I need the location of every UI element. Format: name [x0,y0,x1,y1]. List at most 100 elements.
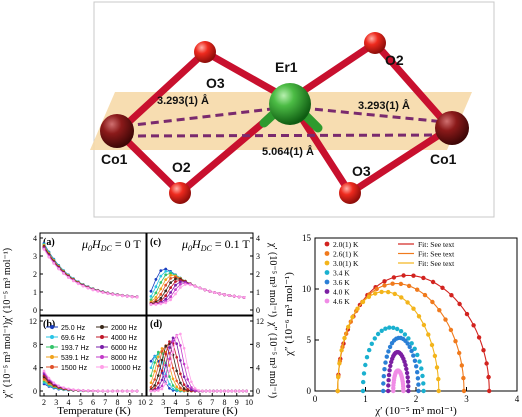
data-point [363,362,368,368]
data-point [381,388,386,394]
oxygen-atom-o2-top [364,32,386,54]
legend-label: 25.0 Hz [61,325,86,332]
x-tick-label: 5 [79,398,83,407]
data-point [361,379,366,385]
fit-curve [337,291,440,392]
x-tick-label: 9 [235,398,239,407]
legend-marker [324,289,330,294]
data-point [386,372,392,378]
legend-marker [50,355,54,359]
x-tick-label: 4 [515,394,520,404]
chi2-curve-d [150,353,247,392]
data-point [387,368,392,373]
data-point [415,376,421,381]
panel-label-a: (a) [43,237,55,248]
data-point [412,358,418,363]
data-point [383,360,388,365]
data-point [384,354,389,359]
temperature-curves [42,242,248,393]
data-point [379,328,384,333]
x-tick-label: 8 [116,398,120,407]
data-point [391,325,396,330]
data-point [420,373,425,379]
legend-marker [100,355,104,359]
legend-fit-label: Fit: See text [418,250,455,259]
data-point [412,346,417,351]
o3-right-label: O3 [352,163,371,179]
chi2-curve-b [43,370,138,392]
x-tick-label: 9 [128,398,132,407]
legend-label: 4000 Hz [111,335,138,342]
co-right-label: Co1 [430,151,457,167]
co-left-label: Co1 [101,151,128,167]
data-point [381,374,386,379]
data-point [421,388,426,394]
legend-marker [100,325,104,329]
legend-label: 3.4 K [333,269,350,278]
data-point [421,381,426,386]
oxygen-atom-o3-left [194,41,216,63]
cole-cole-panel: 0 1 2 3 4 0 5 10 15 2.0(1) K2.6(1) K3.0(1) K3.4 … [283,233,520,417]
x-tick-label: 7 [210,398,214,407]
chi1-curve-a [43,246,138,298]
legend-marker [324,251,330,256]
data-point [409,348,414,354]
y-tick-label: 1 [256,288,260,297]
y-tick-label: 8 [33,340,37,349]
y-tick-label: 2 [256,270,260,279]
legend-label: 6000 Hz [111,345,138,352]
fit-curve [337,274,490,392]
data-point [375,331,381,337]
data-point [403,362,408,368]
data-point [405,379,411,384]
x-tick-label: 0 [313,394,318,404]
x-tick-label: 1 [363,394,368,404]
chi1-curve-a [43,247,138,298]
chi1-curve-a [43,249,138,298]
y-tick-label: 4 [256,364,260,373]
data-point [404,370,410,376]
y-tick-label: 1 [33,288,37,297]
x-tick-label: 2 [414,394,419,404]
data-point [416,388,421,394]
temperature-panels: (a) (b) (c) (d) μ0HDC = 0 T μ0HDC = 0.1 … [2,232,278,417]
y-tick-label: 0 [33,306,37,315]
chi2-curve-d [150,333,247,392]
legend-fit-label: Fit: See text [418,240,455,249]
field-label-a: μ0HDC = 0 T [81,237,141,253]
ylabel-chi1-right: χ′ (10⁻⁵ m³ mol⁻¹) [267,242,278,317]
legend-label: 69.6 Hz [61,335,86,342]
y-tick-label: 12 [256,317,264,326]
legend-label: 4.0 K [333,288,350,297]
o2-bottom-label: O2 [172,159,191,175]
data-point [414,364,419,369]
er-label: Er1 [275,59,298,75]
data-point [405,375,410,380]
data-point [406,336,411,341]
field-label-c: μ0HDC = 0.1 T [181,237,250,253]
y-tick-label: 2 [33,270,37,279]
data-point [387,344,393,350]
chi1-curve-a [43,247,138,298]
panel-label-b: (b) [43,319,55,330]
legend-marker [50,365,54,369]
x-tick-label: 7 [103,398,107,407]
y-tick-label: 15 [302,233,312,243]
y-tick-label: 0 [256,306,260,315]
legend-marker [100,335,104,339]
data-point [360,388,366,394]
x-tick-label: 3 [464,394,469,404]
y-tick-label: 3 [256,252,260,261]
cole-cole-ylabel: χ″ (10⁻⁶ m³ mol⁻¹) [283,272,295,357]
legend-label: 2.6(1) K [333,250,359,259]
legend-label: 4.6 K [333,297,350,306]
structure-panel: Er1 O3 O2 O2 O3 Co1 Co1 3.293(1) Å 3.293… [90,1,495,218]
data-point [386,378,391,383]
data-point [361,371,367,376]
legend-marker [324,270,330,275]
data-point [367,347,372,353]
data-point [386,388,391,394]
data-point [415,370,420,375]
dashed-lines [124,106,446,138]
